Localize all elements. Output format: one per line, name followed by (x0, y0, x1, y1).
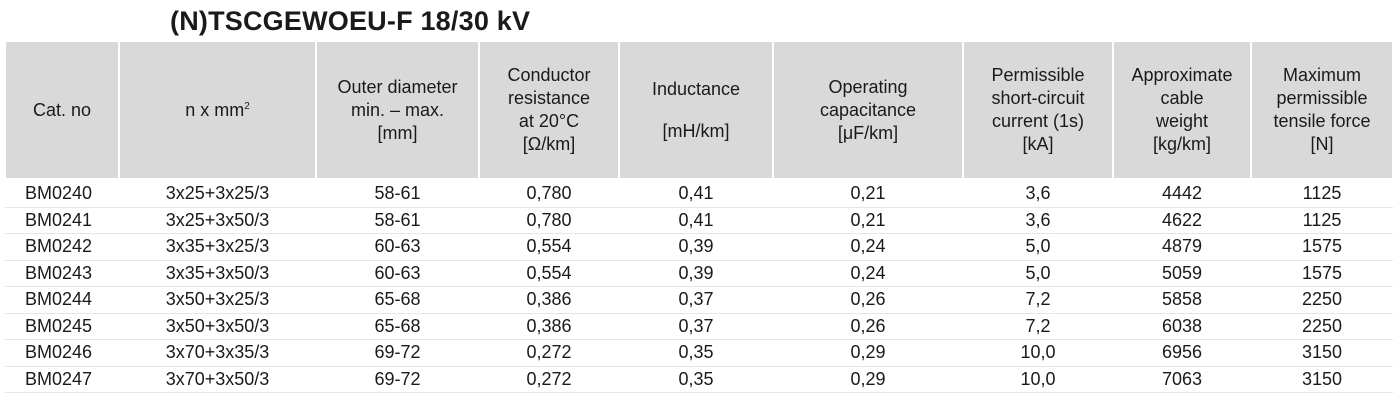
weight-cell: 7063 (1113, 366, 1251, 393)
header-short-circuit-current: Permissible short-circuit current (1s) [… (962, 42, 1114, 181)
capacitance-cell: 0,24 (773, 233, 963, 261)
header-row: Cat. no n x mm2 Outer diameter min. – ma… (4, 42, 1394, 181)
inductance-cell: 0,41 (619, 179, 773, 208)
short-circuit-cell: 7,2 (963, 313, 1113, 340)
table-row: BM0242 3x35+3x25/3 60-63 0,554 0,39 0,24 5,0 48… (5, 233, 1393, 261)
superscript-two: 2 (244, 100, 250, 112)
capacitance-cell: 0,29 (773, 339, 963, 367)
short-circuit-cell: 5,0 (963, 260, 1113, 287)
weight-cell: 6956 (1113, 339, 1251, 367)
tensile-force-cell: 2250 (1251, 313, 1393, 340)
resistance-cell: 0,386 (479, 313, 619, 340)
header-outer-diameter: Outer diameter min. – max. [mm] (315, 42, 480, 181)
cross-section-cell: 3x25+3x50/3 (119, 207, 316, 234)
capacitance-cell: 0,26 (773, 286, 963, 314)
tensile-force-cell: 3150 (1251, 366, 1393, 393)
outer-diameter-cell: 65-68 (316, 286, 479, 314)
outer-diameter-cell: 60-63 (316, 260, 479, 287)
outer-diameter-cell: 69-72 (316, 366, 479, 393)
resistance-cell: 0,554 (479, 233, 619, 261)
resistance-cell: 0,272 (479, 366, 619, 393)
outer-diameter-cell: 65-68 (316, 313, 479, 340)
short-circuit-cell: 7,2 (963, 286, 1113, 314)
table-row: BM0241 3x25+3x50/3 58-61 0,780 0,41 0,21 3,6 46… (5, 207, 1393, 234)
table-row: BM0243 3x35+3x50/3 60-63 0,554 0,39 0,24 5,0 50… (5, 260, 1393, 287)
table-body: BM0240 3x25+3x25/3 58-61 0,780 0,41 0,21 3,6 44… (5, 179, 1393, 393)
outer-diameter-cell: 60-63 (316, 233, 479, 261)
cable-spec-table: Cat. no n x mm2 Outer diameter min. – ma… (4, 42, 1394, 393)
table-row: BM0244 3x50+3x25/3 65-68 0,386 0,37 0,26 7,2 58… (5, 286, 1393, 314)
short-circuit-cell: 10,0 (963, 339, 1113, 367)
weight-cell: 4622 (1113, 207, 1251, 234)
table-row: BM0246 3x70+3x35/3 69-72 0,272 0,35 0,29 10,0 6… (5, 339, 1393, 367)
header-cat-no: Cat. no (4, 42, 120, 181)
inductance-cell: 0,39 (619, 233, 773, 261)
cat-no-cell: BM0241 (5, 207, 119, 234)
header-conductor-resistance: Conductor resistance at 20°C [Ω/km] (478, 42, 620, 181)
cross-section-cell: 3x50+3x25/3 (119, 286, 316, 314)
tensile-force-cell: 1125 (1251, 207, 1393, 234)
cross-section-cell: 3x50+3x50/3 (119, 313, 316, 340)
cross-section-cell: 3x70+3x50/3 (119, 366, 316, 393)
weight-cell: 4879 (1113, 233, 1251, 261)
capacitance-cell: 0,26 (773, 313, 963, 340)
capacitance-cell: 0,21 (773, 207, 963, 234)
resistance-cell: 0,272 (479, 339, 619, 367)
table-row: BM0247 3x70+3x50/3 69-72 0,272 0,35 0,29 10,0 7… (5, 366, 1393, 393)
outer-diameter-cell: 58-61 (316, 207, 479, 234)
header-cable-weight: Approximate cable weight [kg/km] (1112, 42, 1252, 181)
cat-no-cell: BM0245 (5, 313, 119, 340)
header-cross-section: n x mm2 (118, 42, 317, 181)
inductance-cell: 0,37 (619, 313, 773, 340)
header-cross-section-label: n x mm (185, 99, 245, 120)
weight-cell: 5059 (1113, 260, 1251, 287)
tensile-force-cell: 2250 (1251, 286, 1393, 314)
inductance-cell: 0,41 (619, 207, 773, 234)
resistance-cell: 0,386 (479, 286, 619, 314)
capacitance-cell: 0,24 (773, 260, 963, 287)
table-row: BM0240 3x25+3x25/3 58-61 0,780 0,41 0,21 3,6 44… (5, 179, 1393, 208)
short-circuit-cell: 3,6 (963, 179, 1113, 208)
cat-no-cell: BM0240 (5, 179, 119, 208)
page-title: (N)TSCGEWOEU-F 18/30 kV (170, 6, 531, 36)
tensile-force-cell: 1575 (1251, 260, 1393, 287)
short-circuit-cell: 3,6 (963, 207, 1113, 234)
inductance-cell: 0,35 (619, 366, 773, 393)
header-inductance: Inductance [mH/km] (618, 42, 774, 181)
resistance-cell: 0,780 (479, 207, 619, 234)
tensile-force-cell: 1575 (1251, 233, 1393, 261)
header-tensile-force: Maximum permissible tensile force [N] (1250, 42, 1394, 181)
weight-cell: 6038 (1113, 313, 1251, 340)
resistance-cell: 0,554 (479, 260, 619, 287)
weight-cell: 5858 (1113, 286, 1251, 314)
cross-section-cell: 3x70+3x35/3 (119, 339, 316, 367)
cat-no-cell: BM0246 (5, 339, 119, 367)
cross-section-cell: 3x35+3x50/3 (119, 260, 316, 287)
weight-cell: 4442 (1113, 179, 1251, 208)
inductance-cell: 0,39 (619, 260, 773, 287)
outer-diameter-cell: 58-61 (316, 179, 479, 208)
inductance-cell: 0,37 (619, 286, 773, 314)
cross-section-cell: 3x25+3x25/3 (119, 179, 316, 208)
cat-no-cell: BM0242 (5, 233, 119, 261)
cross-section-cell: 3x35+3x25/3 (119, 233, 316, 261)
capacitance-cell: 0,29 (773, 366, 963, 393)
outer-diameter-cell: 69-72 (316, 339, 479, 367)
short-circuit-cell: 5,0 (963, 233, 1113, 261)
tensile-force-cell: 3150 (1251, 339, 1393, 367)
cat-no-cell: BM0243 (5, 260, 119, 287)
cat-no-cell: BM0244 (5, 286, 119, 314)
inductance-cell: 0,35 (619, 339, 773, 367)
capacitance-cell: 0,21 (773, 179, 963, 208)
header-operating-capacitance: Operating capacitance [μF/km] (772, 42, 964, 181)
resistance-cell: 0,780 (479, 179, 619, 208)
tensile-force-cell: 1125 (1251, 179, 1393, 208)
short-circuit-cell: 10,0 (963, 366, 1113, 393)
table-row: BM0245 3x50+3x50/3 65-68 0,386 0,37 0,26 7,2 60… (5, 313, 1393, 340)
cat-no-cell: BM0247 (5, 366, 119, 393)
